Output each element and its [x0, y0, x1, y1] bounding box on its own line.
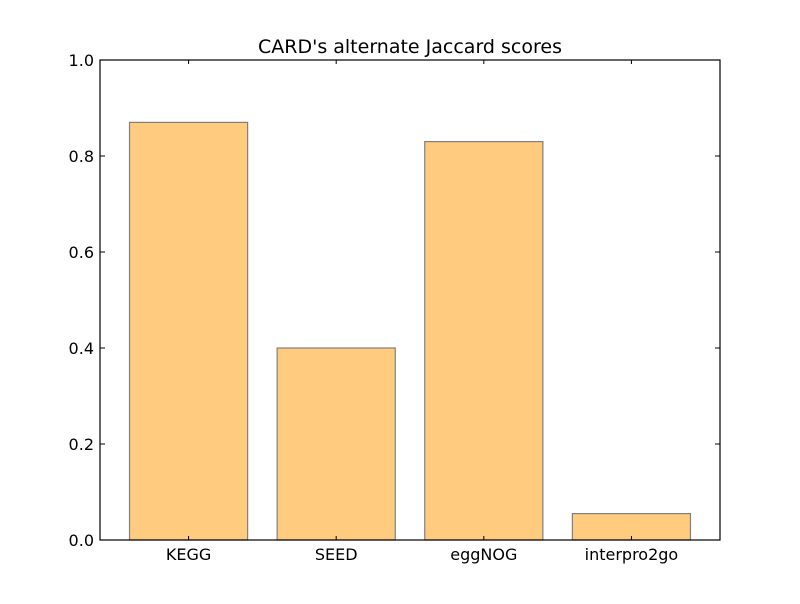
y-tick-label: 0.4	[69, 339, 94, 358]
y-tick-label: 0.6	[69, 243, 94, 262]
x-tick-label: interpro2go	[585, 545, 679, 564]
x-tick-label: eggNOG	[450, 545, 517, 564]
bar-kegg	[128, 121, 249, 541]
y-tick-label: 0.0	[69, 531, 94, 550]
y-tick-label: 0.8	[69, 147, 94, 166]
bars-layer	[128, 121, 692, 541]
chart-title: CARD's alternate Jaccard scores	[258, 36, 562, 58]
y-tick-label: 0.2	[69, 435, 94, 454]
bar-seed	[276, 347, 396, 541]
labels-layer: KEGG SEED eggNOG interpro2go 0.0 0.2 0.4 0.6 0.8…	[69, 51, 679, 564]
plot-frame	[99, 59, 721, 541]
x-tick-label: SEED	[315, 545, 358, 564]
y-tick-label: 1.0	[69, 51, 94, 70]
bar-eggnog	[424, 141, 544, 541]
bar-interpro2go	[571, 512, 692, 541]
x-tick-label: KEGG	[166, 545, 211, 564]
axes-layer	[99, 59, 721, 541]
